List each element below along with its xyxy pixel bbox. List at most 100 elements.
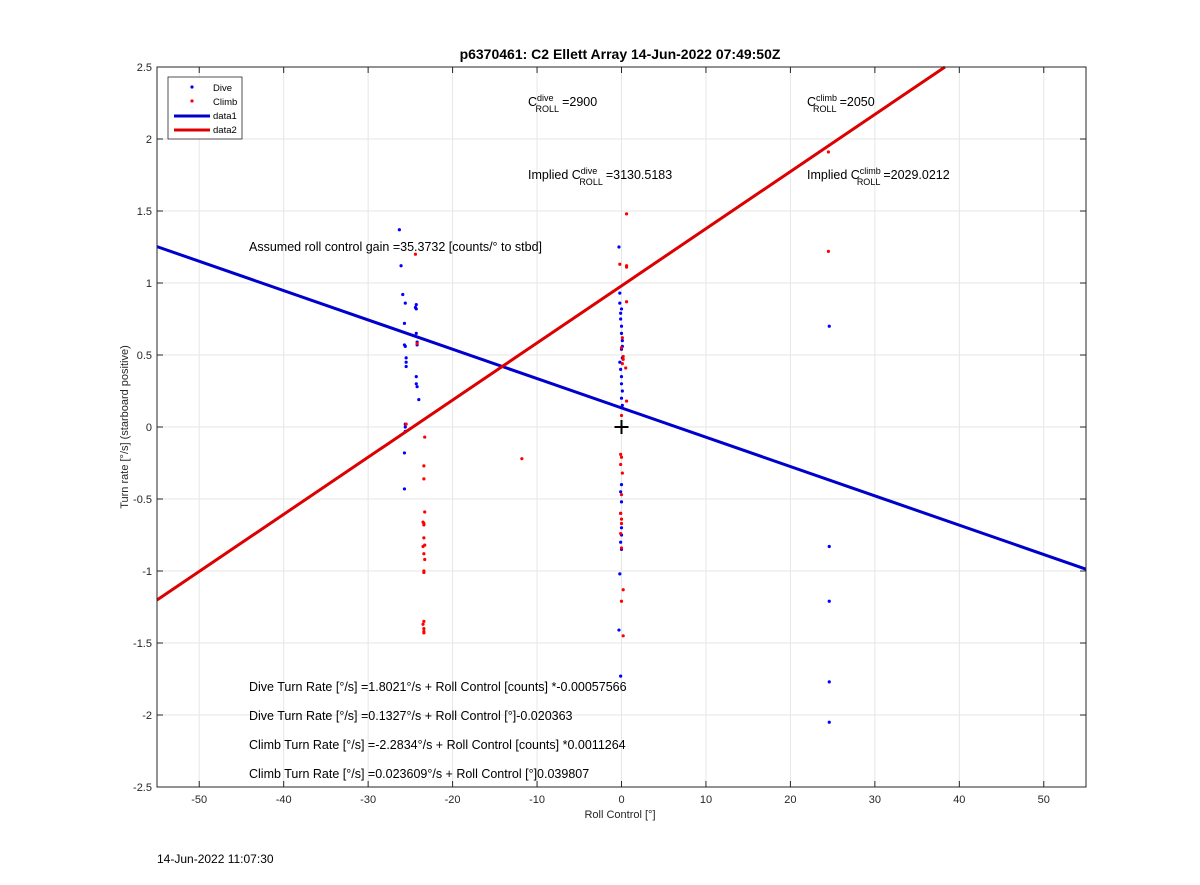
climb-point [413,252,418,256]
dive-point [618,572,622,576]
c-dive-label: Cdive ROLL =2900 [528,93,597,114]
climb-point [422,552,426,556]
x-tick-label: 20 [784,794,796,806]
c-climb-label: Cclimb ROLL =2050 [807,93,875,114]
dive-point [619,490,623,494]
dive-point [619,382,624,386]
climb-point [422,631,426,635]
dive-point [827,324,831,328]
y-tick-label: 1 [146,278,152,290]
climb-point [826,249,831,253]
climb-point [415,341,419,346]
dive-point [619,540,623,544]
plot-frame [156,66,1087,788]
climb-point [620,336,624,340]
dive-point [415,385,419,389]
dive-point [399,264,403,268]
climb-point [619,452,623,456]
dive-point [618,291,622,295]
legend-climb-marker [190,99,194,103]
x-tick-label: 40 [953,794,965,806]
legend-dive-label: Dive [213,83,232,94]
climb-point [422,477,426,481]
climb-point [621,357,625,361]
climb-point [619,455,624,459]
dive-point [827,544,831,549]
legend-data2-label: data2 [213,125,237,136]
origin-plus-marker [614,420,629,434]
dive-point [402,321,407,325]
climb-point [624,212,629,216]
dive-point [619,674,623,678]
climb-point [619,413,624,418]
climb-point [619,346,624,350]
dive-points [397,228,831,724]
dive-point [619,396,624,400]
dive-point [620,389,624,393]
implied-dive-label: Implied Cdive ROLL =3130.5183 [528,166,672,187]
climb-eq-degrees: Climb Turn Rate [°/s] =0.023609°/s + Rol… [249,767,589,781]
y-tick-label: -1 [142,566,152,578]
series-layer [156,65,1087,724]
axis-ticks: -50 -40 -30 -20 -10 0 10 20 30 40 50 2.5 2 1.5 1 0.5 0 -0… [133,62,1086,806]
dive-point [404,360,408,364]
annotations: Cdive ROLL =2900 Cclimb ROLL =2050 Implied C… [249,93,950,781]
climb-point [624,399,629,403]
climb-point [619,521,624,526]
dive-point [618,301,622,305]
dive-point [404,364,408,369]
climb-point [619,546,624,550]
y-tick-label: -2 [142,710,152,722]
dive-eq-counts: Dive Turn Rate [°/s] =1.8021°/s + Roll C… [249,680,627,694]
dive-point [417,398,421,402]
dive-point [414,375,418,379]
dive-point [620,339,624,343]
climb-point [423,510,427,514]
dive-point [619,331,624,335]
implied-climb-label: Implied Cclimb ROLL =2029.0212 [807,166,950,187]
x-tick-label: 30 [869,794,881,806]
dive-point [618,360,622,364]
dive-point [617,628,621,632]
climb-point [621,634,625,638]
climb-point [619,531,623,536]
climb-points [404,150,831,638]
x-axis-label: Roll Control [°] [584,809,655,821]
dive-point [401,292,405,297]
climb-point [421,622,425,626]
climb-point [620,471,624,475]
climb-point [423,435,427,439]
dive-point [414,331,418,335]
dive-point [827,680,831,684]
gain-annotation: Assumed roll control gain =35.3732 [coun… [249,240,542,254]
data1-fit-line [156,245,1087,571]
data2-fit-line [156,65,946,602]
dive-point [619,500,624,504]
dive-point [403,344,407,348]
y-tick-label: -0.5 [133,494,152,506]
dive-point [619,307,624,311]
dive-point [402,451,407,455]
dive-eq-degrees: Dive Turn Rate [°/s] =0.1327°/s + Roll C… [249,709,573,723]
dive-point [827,720,831,724]
climb-point [422,536,426,540]
climb-point [422,464,426,468]
dive-point [619,483,624,487]
climb-point [619,599,624,603]
dive-point [619,311,623,315]
climb-point [621,588,625,592]
dive-point [620,403,624,407]
x-tick-label: -50 [191,794,207,806]
climb-point [422,619,426,624]
y-tick-label: 0.5 [137,350,152,362]
dive-point [619,317,623,321]
climb-point [620,362,624,366]
climb-point [422,523,426,527]
y-tick-label: 0 [146,422,152,434]
x-tick-label: 0 [618,794,624,806]
dive-point [619,324,624,328]
y-tick-label: 2 [146,134,152,146]
dive-point [414,382,418,386]
climb-point [422,627,426,631]
